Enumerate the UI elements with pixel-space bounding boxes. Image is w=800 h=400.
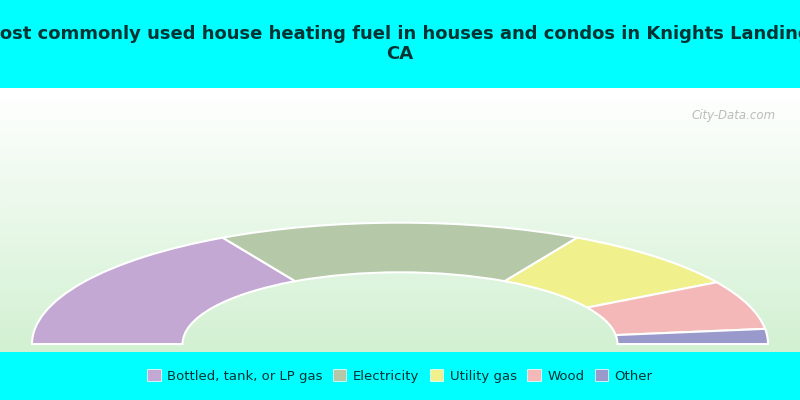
Bar [0,226,800,230]
Legend: Bottled, tank, or LP gas, Electricity, Utility gas, Wood, Other: Bottled, tank, or LP gas, Electricity, U… [143,365,657,387]
Bar [0,250,800,253]
Bar [0,128,800,131]
Bar [0,345,800,349]
Bar [0,263,800,266]
Bar [0,114,800,118]
Bar [0,141,800,144]
Bar [0,233,800,236]
Bar [0,329,800,332]
Bar [0,289,800,293]
Bar [0,190,800,194]
Bar [0,144,800,148]
Bar [0,349,800,352]
Bar [0,296,800,299]
Wedge shape [587,282,765,335]
Bar [0,111,800,114]
Bar [0,326,800,329]
Bar [0,194,800,197]
Bar [0,319,800,322]
Bar [0,243,800,246]
Bar [0,138,800,141]
Bar [0,184,800,187]
Bar [0,293,800,296]
Bar [0,170,800,174]
Text: City-Data.com: City-Data.com [692,109,776,122]
Bar [0,154,800,157]
Bar [0,309,800,312]
Bar [0,98,800,101]
Bar [0,91,800,95]
Bar [0,270,800,273]
Bar [0,273,800,276]
Bar [0,217,800,220]
Bar [0,101,800,104]
Bar [0,104,800,108]
Text: Most commonly used house heating fuel in houses and condos in Knights Landing,
C: Most commonly used house heating fuel in… [0,25,800,63]
Bar [0,312,800,316]
Bar [0,339,800,342]
Bar [0,134,800,138]
Bar [0,214,800,217]
Bar [0,151,800,154]
Bar [0,246,800,250]
Bar [0,94,800,98]
Bar [0,177,800,180]
Bar [0,283,800,286]
Bar [0,200,800,204]
Bar [0,210,800,214]
Bar [0,336,800,339]
Bar [0,180,800,184]
Wedge shape [616,329,768,344]
Bar [0,157,800,160]
Bar [0,236,800,240]
Bar [0,230,800,233]
Bar [0,167,800,170]
Bar [0,220,800,223]
Bar [0,121,800,124]
Bar [0,299,800,302]
Bar [0,197,800,200]
Bar [0,260,800,263]
Bar [0,306,800,309]
Bar [0,240,800,243]
Bar [0,286,800,289]
Bar [0,302,800,306]
Bar [0,164,800,167]
Bar [0,253,800,256]
Bar [0,223,800,226]
Bar [0,256,800,260]
Bar [0,342,800,345]
Bar [0,207,800,210]
Bar [0,118,800,121]
Wedge shape [505,238,717,308]
Bar [0,108,800,111]
Bar [0,204,800,207]
Bar [0,316,800,319]
Bar [0,322,800,326]
Bar [0,174,800,177]
Bar [0,332,800,336]
Bar [0,124,800,128]
Bar [0,88,800,91]
Bar [0,148,800,151]
Bar [0,131,800,134]
Wedge shape [222,223,578,281]
Bar [0,187,800,190]
Bar [0,266,800,270]
Bar [0,161,800,164]
Bar [0,279,800,283]
Wedge shape [32,238,295,344]
Bar [0,276,800,279]
